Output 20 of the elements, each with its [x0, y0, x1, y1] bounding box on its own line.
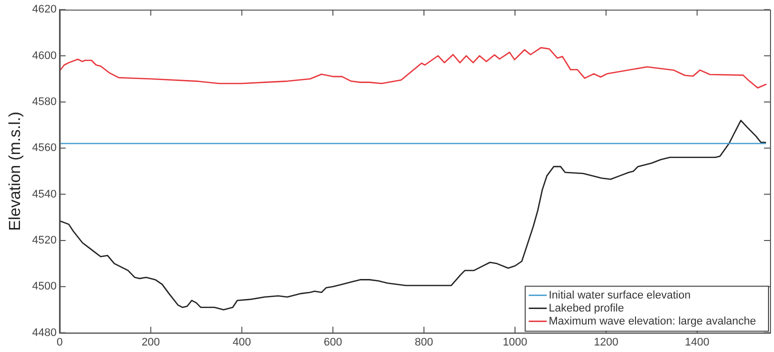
x-tick-label: 800 — [414, 336, 434, 348]
y-tick-label: 4500 — [32, 280, 57, 293]
x-tick-label: 1000 — [502, 336, 528, 348]
x-tick-label: 1200 — [594, 336, 618, 348]
x-tick-label: 200 — [142, 336, 160, 348]
y-tick-label: 4540 — [32, 188, 57, 200]
y-tick-label: 4480 — [32, 326, 57, 339]
y-tick-label: 4580 — [32, 96, 57, 108]
x-tick-label: 600 — [324, 336, 342, 348]
legend-label: Initial water surface elevation — [548, 289, 691, 302]
legend-label: Lakebed profile — [548, 302, 624, 314]
y-tick-label: 4520 — [32, 234, 57, 246]
x-tick-label: 400 — [232, 336, 251, 348]
y-axis-title: Elevation (m.s.l.) — [7, 112, 24, 231]
x-tick-label: 1400 — [684, 336, 710, 348]
y-tick-label: 4600 — [32, 50, 57, 62]
legend-label: Maximum wave elevation: large avalanche — [548, 315, 756, 328]
x-tick-label: 0 — [56, 336, 63, 348]
y-tick-label: 4620 — [32, 4, 57, 16]
y-tick-label: 4560 — [32, 142, 57, 154]
